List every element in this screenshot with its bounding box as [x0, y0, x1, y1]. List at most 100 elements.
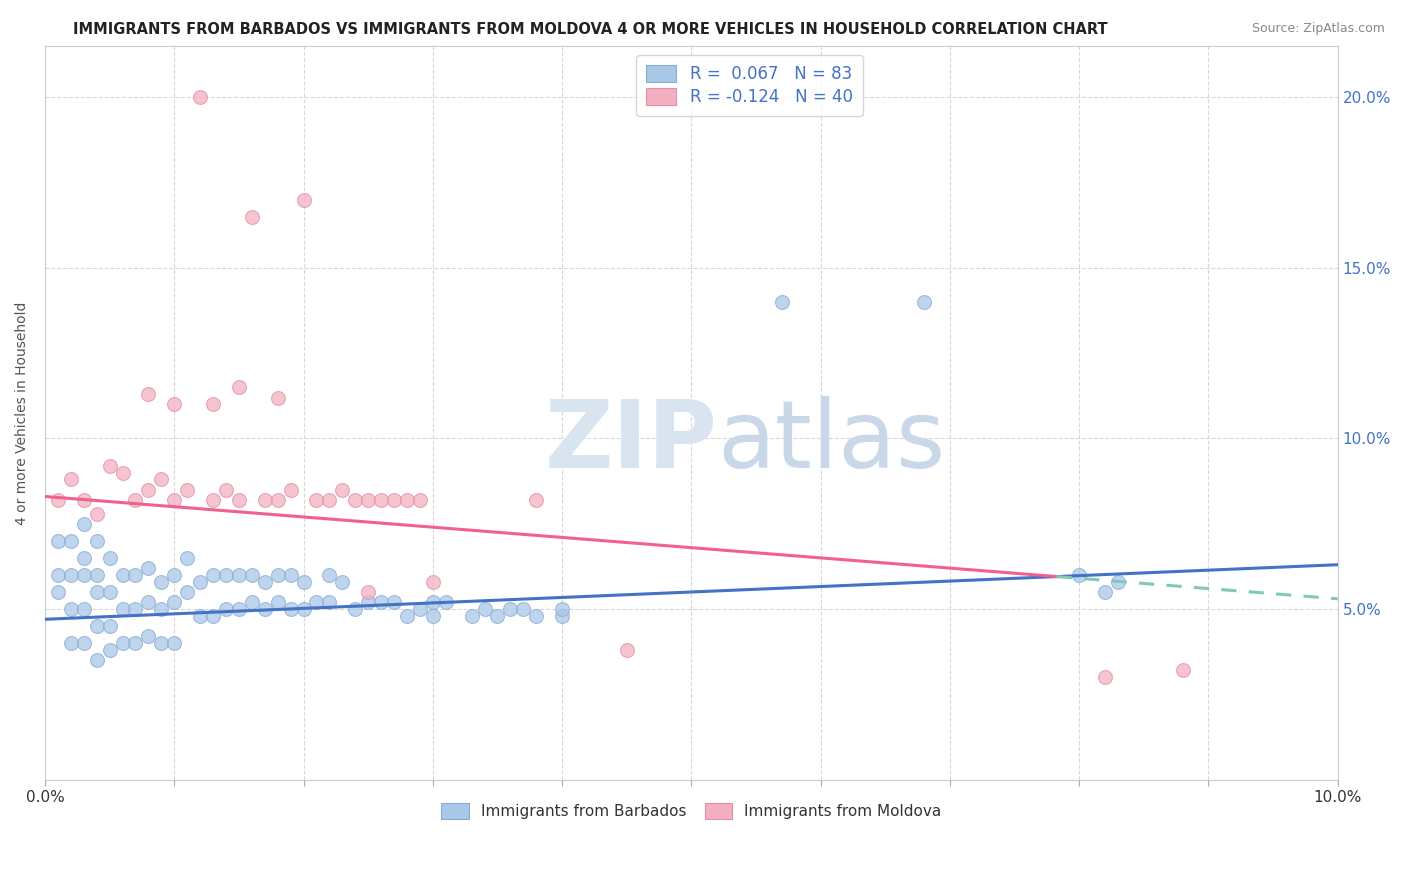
Point	[524, 608, 547, 623]
Point	[357, 595, 380, 609]
Point	[524, 492, 547, 507]
Point	[202, 492, 225, 507]
Point	[486, 608, 509, 623]
Point	[1094, 585, 1116, 599]
Point	[240, 568, 263, 582]
Point	[395, 492, 418, 507]
Point	[98, 585, 121, 599]
Point	[59, 533, 82, 548]
Point	[46, 585, 69, 599]
Point	[98, 458, 121, 473]
Point	[912, 295, 935, 310]
Point	[215, 568, 238, 582]
Point	[330, 574, 353, 589]
Point	[370, 492, 392, 507]
Point	[188, 90, 211, 104]
Point	[86, 507, 108, 521]
Point	[318, 568, 340, 582]
Point	[266, 492, 288, 507]
Point	[292, 602, 315, 616]
Point	[138, 629, 160, 643]
Point	[422, 608, 444, 623]
Point	[86, 568, 108, 582]
Text: ZIP: ZIP	[544, 396, 717, 488]
Point	[228, 602, 250, 616]
Point	[370, 595, 392, 609]
Point	[409, 492, 432, 507]
Point	[46, 533, 69, 548]
Point	[111, 602, 134, 616]
Point	[150, 602, 173, 616]
Point	[266, 568, 288, 582]
Point	[163, 636, 186, 650]
Point	[46, 492, 69, 507]
Point	[292, 574, 315, 589]
Point	[305, 492, 328, 507]
Point	[253, 602, 276, 616]
Point	[59, 602, 82, 616]
Point	[228, 380, 250, 394]
Point	[305, 595, 328, 609]
Point	[1094, 670, 1116, 684]
Point	[59, 636, 82, 650]
Point	[138, 483, 160, 497]
Point	[73, 550, 96, 565]
Point	[138, 595, 160, 609]
Point	[280, 568, 302, 582]
Point	[551, 602, 574, 616]
Point	[228, 492, 250, 507]
Point	[111, 466, 134, 480]
Point	[1107, 574, 1129, 589]
Point	[163, 568, 186, 582]
Point	[422, 574, 444, 589]
Point	[59, 568, 82, 582]
Point	[215, 483, 238, 497]
Point	[73, 568, 96, 582]
Point	[1171, 664, 1194, 678]
Point	[73, 492, 96, 507]
Point	[150, 574, 173, 589]
Point	[460, 608, 482, 623]
Point	[395, 608, 418, 623]
Point	[138, 387, 160, 401]
Text: IMMIGRANTS FROM BARBADOS VS IMMIGRANTS FROM MOLDOVA 4 OR MORE VEHICLES IN HOUSEH: IMMIGRANTS FROM BARBADOS VS IMMIGRANTS F…	[73, 22, 1108, 37]
Point	[422, 595, 444, 609]
Point	[98, 619, 121, 633]
Point	[73, 602, 96, 616]
Point	[512, 602, 534, 616]
Point	[111, 568, 134, 582]
Point	[86, 653, 108, 667]
Point	[344, 602, 367, 616]
Point	[124, 492, 146, 507]
Point	[357, 585, 380, 599]
Point	[202, 397, 225, 411]
Point	[616, 643, 638, 657]
Point	[98, 550, 121, 565]
Point	[292, 193, 315, 207]
Point	[344, 492, 367, 507]
Point	[124, 636, 146, 650]
Point	[409, 602, 432, 616]
Point	[188, 608, 211, 623]
Text: atlas: atlas	[717, 396, 945, 488]
Point	[240, 595, 263, 609]
Point	[124, 602, 146, 616]
Point	[382, 492, 405, 507]
Point	[73, 636, 96, 650]
Y-axis label: 4 or more Vehicles in Household: 4 or more Vehicles in Household	[15, 301, 30, 524]
Point	[382, 595, 405, 609]
Point	[357, 492, 380, 507]
Point	[150, 472, 173, 486]
Point	[1069, 568, 1091, 582]
Point	[150, 636, 173, 650]
Point	[98, 643, 121, 657]
Point	[176, 483, 198, 497]
Point	[202, 568, 225, 582]
Point	[318, 492, 340, 507]
Point	[280, 602, 302, 616]
Point	[434, 595, 457, 609]
Point	[228, 568, 250, 582]
Legend: Immigrants from Barbados, Immigrants from Moldova: Immigrants from Barbados, Immigrants fro…	[433, 796, 949, 827]
Point	[202, 608, 225, 623]
Text: Source: ZipAtlas.com: Source: ZipAtlas.com	[1251, 22, 1385, 36]
